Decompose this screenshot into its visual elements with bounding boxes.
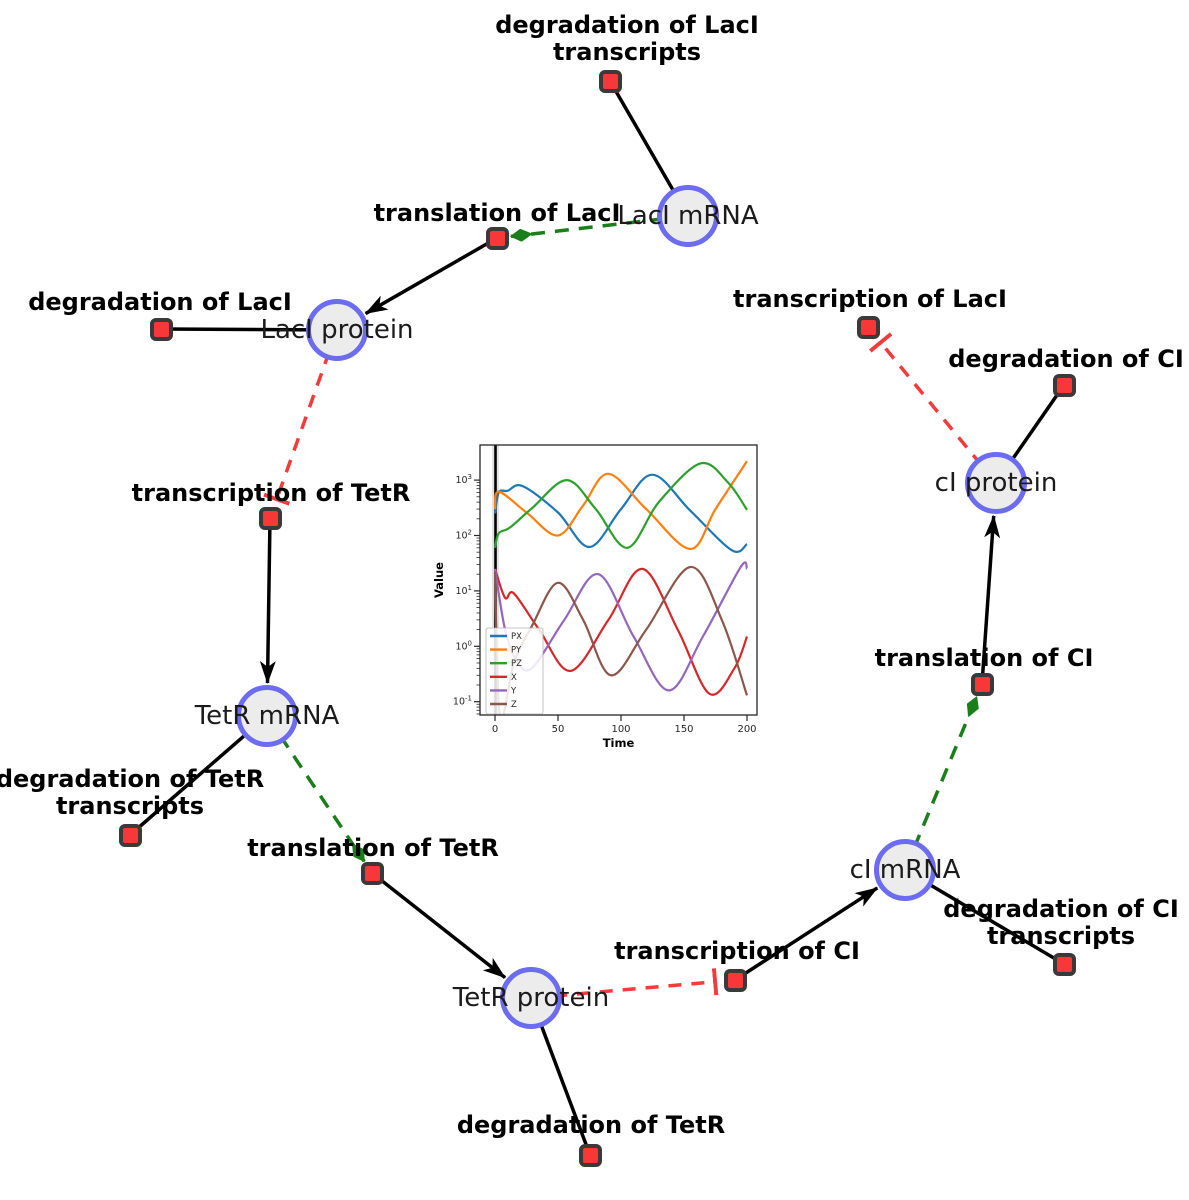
- reaction-node-deg_tetr_tx[interactable]: [118, 823, 142, 847]
- y-tick-label: 103: [455, 473, 472, 486]
- x-tick-label: 0: [492, 724, 498, 735]
- series-line-X: [493, 567, 749, 696]
- edge-production-transl_laci-laci_protein: [364, 236, 498, 316]
- reaction-node-transl_laci[interactable]: [485, 226, 509, 250]
- reaction-node-txn_ci[interactable]: [723, 968, 747, 992]
- species-node-laci_mrna[interactable]: [657, 185, 719, 247]
- y-axis-title: Value: [432, 562, 446, 598]
- y-tick-label: 102: [455, 529, 472, 542]
- series-line-Z: [493, 565, 749, 715]
- x-axis-title: Time: [603, 736, 635, 750]
- reaction-node-deg_laci_tx[interactable]: [598, 69, 622, 93]
- legend-label-PX: PX: [511, 632, 522, 642]
- x-tick-label: 50: [552, 724, 565, 735]
- reaction-node-deg_ci[interactable]: [1052, 373, 1076, 397]
- series-line-PZ: [493, 461, 748, 549]
- series-line-PX: [493, 473, 748, 553]
- legend-label-Z: Z: [511, 700, 517, 710]
- reaction-node-transl_ci[interactable]: [970, 672, 994, 696]
- reaction-node-deg_tetr[interactable]: [578, 1143, 602, 1167]
- reaction-node-txn_tetr[interactable]: [258, 506, 282, 530]
- reaction-node-txn_laci[interactable]: [856, 315, 880, 339]
- reaction-node-deg_laci[interactable]: [149, 317, 173, 341]
- species-node-tetr_mrna[interactable]: [236, 685, 298, 747]
- y-tick-label: 10-1: [453, 695, 472, 708]
- y-tick-label: 101: [455, 584, 472, 597]
- x-tick-label: 200: [737, 724, 756, 735]
- reaction-node-deg_ci_tx[interactable]: [1052, 952, 1076, 976]
- legend-label-PZ: PZ: [511, 659, 522, 669]
- legend-label-PY: PY: [511, 646, 522, 656]
- legend-label-Y: Y: [510, 686, 517, 696]
- species-node-ci_mrna[interactable]: [874, 839, 936, 901]
- series-line-PY: [493, 460, 748, 551]
- plot-frame: [479, 444, 758, 716]
- x-tick-label: 100: [611, 724, 630, 735]
- legend: PX PY PZ XYZ: [485, 627, 544, 715]
- edge-production-txn_tetr-tetr_mrna: [259, 517, 276, 685]
- species-node-laci_protein[interactable]: [306, 299, 368, 361]
- edge-production-transl_ci-ci_protein: [980, 514, 1001, 685]
- edge-production-transl_tetr-tetr_protein: [370, 871, 507, 979]
- x-tick-label: 150: [674, 724, 693, 735]
- edge-production-txn_ci-ci_mrna: [734, 886, 879, 982]
- species-node-ci_protein[interactable]: [965, 452, 1027, 514]
- reaction-node-transl_tetr[interactable]: [360, 861, 384, 885]
- y-tick-label: 100: [455, 639, 472, 652]
- legend-label-X: X: [511, 673, 517, 683]
- species-node-tetr_protein[interactable]: [500, 967, 562, 1029]
